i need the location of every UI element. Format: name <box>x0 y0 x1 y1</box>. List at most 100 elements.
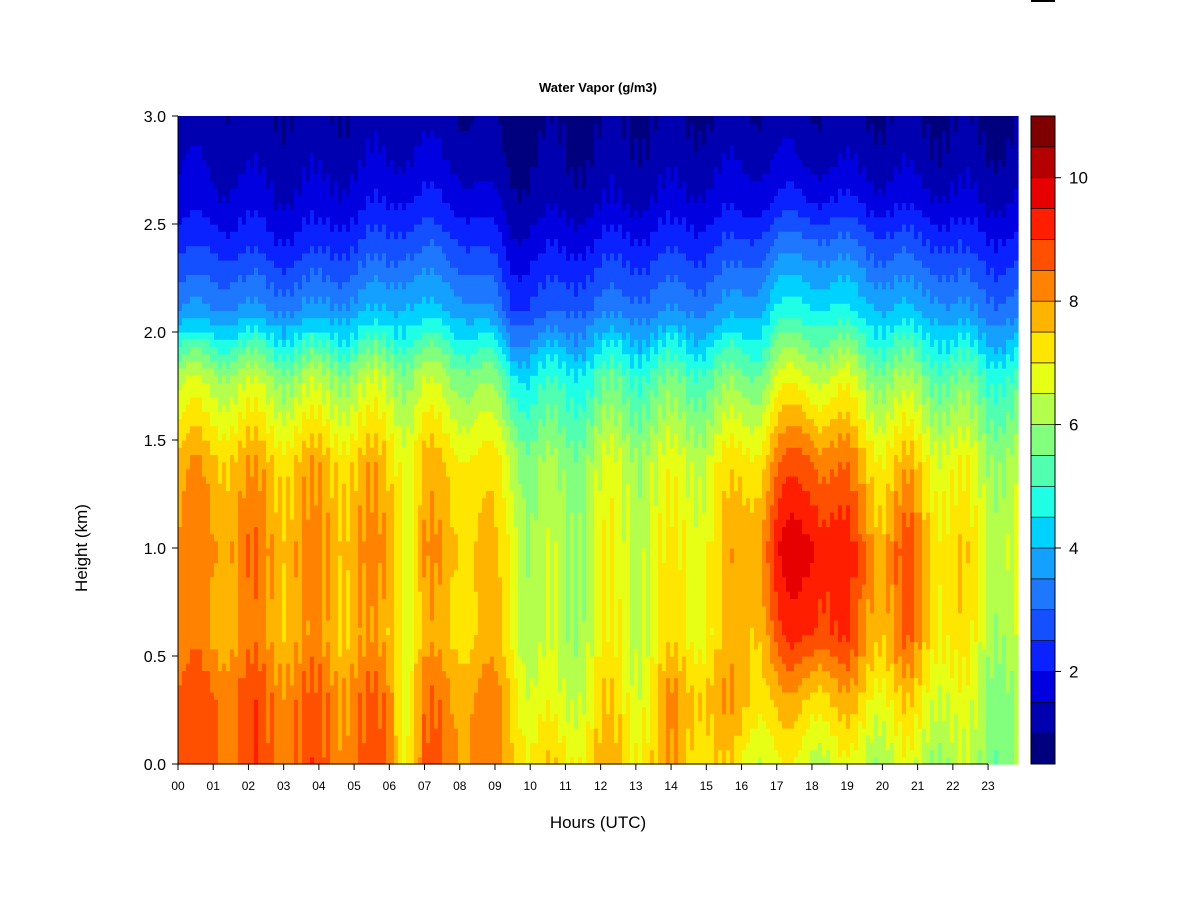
heatmap-cell <box>390 303 395 311</box>
heatmap-cell <box>206 742 211 751</box>
heatmap-cell <box>302 274 307 283</box>
heatmap-cell <box>350 353 355 362</box>
heatmap-cell <box>222 173 227 182</box>
heatmap-cell <box>378 130 383 139</box>
heatmap-cell <box>270 224 275 232</box>
heatmap-cell <box>234 605 239 614</box>
heatmap-cell <box>226 526 231 535</box>
heatmap-cell <box>378 598 383 607</box>
heatmap-cell <box>314 490 319 499</box>
heatmap-cell <box>250 684 255 693</box>
heatmap-cell <box>294 274 299 283</box>
heatmap-cell <box>362 123 367 131</box>
heatmap-cell <box>318 742 323 751</box>
heatmap-cell <box>230 519 235 527</box>
heatmap-cell <box>334 260 339 268</box>
heatmap-cell <box>254 159 259 167</box>
heatmap-cell <box>178 526 183 535</box>
heatmap-cell <box>190 382 195 391</box>
heatmap-cell <box>226 166 231 175</box>
heatmap-cell <box>286 569 291 578</box>
heatmap-cell <box>190 173 195 182</box>
heatmap-cell <box>186 296 191 304</box>
heatmap-cell <box>282 533 287 542</box>
heatmap-cell <box>238 411 243 419</box>
heatmap-cell <box>266 468 271 477</box>
heatmap-cell <box>374 584 379 592</box>
heatmap-cell <box>210 555 215 563</box>
heatmap-cell <box>182 497 187 506</box>
heatmap-cell <box>194 245 199 254</box>
heatmap-cell <box>266 692 271 700</box>
heatmap-cell <box>306 267 311 275</box>
heatmap-cell <box>254 267 259 275</box>
heatmap-cell <box>338 389 343 398</box>
heatmap-cell <box>226 195 231 203</box>
heatmap-cell <box>262 432 267 441</box>
heatmap-cell <box>274 188 279 196</box>
heatmap-cell <box>334 296 339 304</box>
heatmap-cell <box>278 490 283 499</box>
heatmap-cell <box>306 699 311 707</box>
heatmap-cell <box>270 627 275 635</box>
heatmap-cell <box>298 684 303 693</box>
heatmap-cell <box>258 720 263 729</box>
heatmap-cell <box>198 540 203 549</box>
heatmap-cell <box>242 159 247 167</box>
heatmap-cell <box>338 641 343 650</box>
heatmap-cell <box>226 447 231 455</box>
heatmap-cell <box>286 735 291 743</box>
heatmap-cell <box>234 569 239 578</box>
heatmap-cell <box>178 555 183 563</box>
heatmap-cell <box>214 648 219 657</box>
heatmap-cell <box>358 260 363 268</box>
heatmap-cell <box>290 692 295 700</box>
heatmap-cell <box>198 332 203 340</box>
heatmap-cell <box>274 728 279 736</box>
heatmap-cell <box>330 648 335 657</box>
heatmap-cell <box>214 238 219 247</box>
heatmap-cell <box>310 497 315 506</box>
heatmap-cell <box>246 454 251 463</box>
heatmap-cell <box>370 296 375 304</box>
heatmap-cell <box>190 684 195 693</box>
heatmap-cell <box>350 274 355 283</box>
heatmap-cell <box>386 605 391 614</box>
heatmap-cell <box>250 728 255 736</box>
heatmap-cell <box>250 368 255 376</box>
heatmap-cell <box>318 159 323 167</box>
heatmap-cell <box>214 548 219 556</box>
heatmap-cell <box>258 519 263 527</box>
heatmap-cell <box>310 663 315 671</box>
heatmap-cell <box>398 562 403 571</box>
heatmap-cell <box>378 569 383 578</box>
heatmap-cell <box>386 238 391 247</box>
heatmap-cell <box>294 180 299 189</box>
heatmap-cell <box>390 116 395 124</box>
heatmap-cell <box>290 260 295 268</box>
heatmap-cell <box>322 418 327 427</box>
heatmap-cell <box>366 569 371 578</box>
heatmap-cell <box>194 418 199 427</box>
heatmap-cell <box>342 504 347 513</box>
heatmap-cell <box>346 749 351 758</box>
heatmap-cell <box>350 267 355 275</box>
heatmap-cell <box>378 339 383 347</box>
heatmap-cell <box>254 216 259 225</box>
heatmap-cell <box>374 411 379 419</box>
heatmap-cell <box>246 260 251 268</box>
heatmap-cell <box>190 468 195 477</box>
heatmap-cell <box>342 605 347 614</box>
heatmap-cell <box>246 116 251 124</box>
heatmap-cell <box>258 598 263 607</box>
heatmap-cell <box>202 555 207 563</box>
heatmap-cell <box>242 396 247 405</box>
heatmap-cell <box>354 296 359 304</box>
heatmap-cell <box>350 224 355 232</box>
heatmap-cell <box>262 533 267 542</box>
heatmap-cell <box>366 123 371 131</box>
heatmap-cell <box>298 245 303 254</box>
heatmap-cell <box>366 382 371 391</box>
heatmap-cell <box>182 749 187 758</box>
heatmap-cell <box>318 303 323 311</box>
